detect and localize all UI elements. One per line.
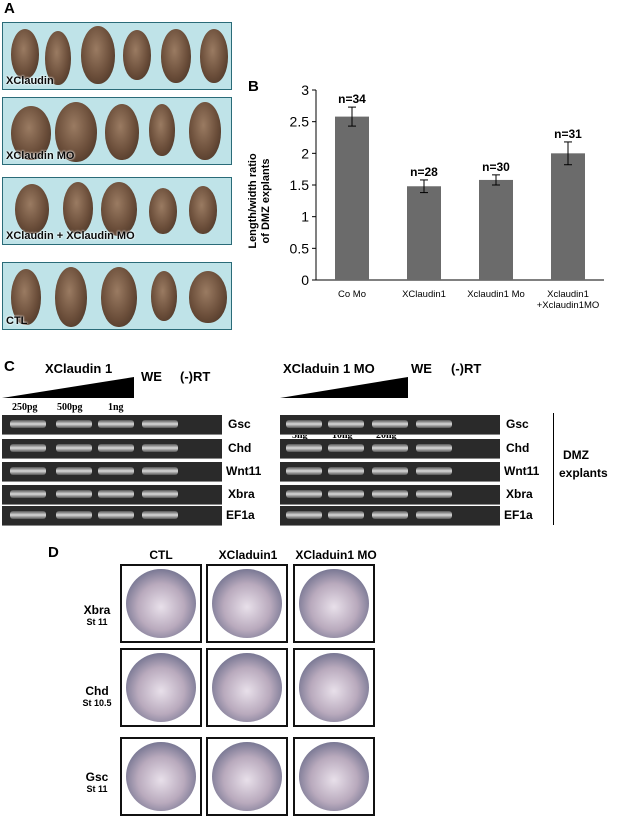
gene-label-left-xbra: Xbra	[228, 487, 255, 501]
bar-0	[335, 116, 369, 280]
row-label-gsc: Gsc St 11	[76, 770, 118, 794]
y-axis-label-line2: of DMZ explants	[260, 159, 272, 244]
left-gel-title: XClaudin 1	[45, 361, 113, 376]
row-label-xclaudin-mo: XClaudin MO	[6, 150, 75, 162]
n-label-3: n=31	[554, 127, 582, 141]
gene-label-left-chd: Chd	[228, 441, 252, 455]
column-header-ctl: CTL	[149, 548, 173, 562]
left-dose-2: 500pg	[57, 402, 83, 413]
gene-label-left-gsc: Gsc	[228, 417, 251, 431]
row-label-chd: Chd St 10.5	[74, 684, 120, 708]
category-label-2: Xclaudin1 Mo	[467, 289, 525, 300]
gel-left-wnt11	[2, 462, 222, 482]
embryo-image-chd-ctl	[120, 648, 202, 727]
n-label-1: n=28	[410, 165, 438, 179]
gel-right-xbra	[280, 485, 500, 505]
embryo-image-xbra-xcladuin1	[206, 564, 288, 643]
category-label-0: Co Mo	[338, 289, 366, 300]
panel-c-label: C	[4, 358, 15, 375]
row-label-xbra: Xbra St 11	[76, 603, 118, 627]
y-tick-label-5: 2.5	[290, 114, 310, 130]
bar-3	[551, 153, 585, 280]
row-gene-xbra: Xbra	[83, 603, 111, 617]
panel-b-label: B	[248, 78, 259, 95]
row-label-ctl: CTL	[6, 315, 28, 327]
y-tick-label-2: 1	[301, 209, 309, 225]
row-label-xclaudin-plus-mo: XClaudin + XClaudin MO	[6, 230, 135, 242]
panel-a-label: A	[4, 0, 15, 17]
y-tick-label-3: 1.5	[290, 177, 310, 193]
embryo-image-chd-xcladuin1-mo	[293, 648, 375, 727]
explant-image-xclaudin-plus-mo: XClaudin + XClaudin MO	[2, 177, 232, 245]
gene-label-left-wnt11: Wnt11	[226, 464, 262, 478]
panel-d-label: D	[48, 544, 59, 561]
embryo-image-gsc-xcladuin1	[206, 737, 288, 816]
row-stage-xbra: St 11	[86, 617, 108, 627]
y-axis-label-line1: Length/width ratio	[247, 153, 259, 249]
gel-left-xbra	[2, 485, 222, 505]
row-gene-chd: Chd	[85, 684, 109, 698]
left-dose-1: 250pg	[12, 402, 38, 413]
row-stage-gsc: St 11	[86, 784, 108, 794]
right-dose-1: 5ng	[292, 430, 308, 441]
y-tick-label-1: 0.5	[290, 240, 310, 256]
bar-chart: Length/width ratio of DMZ explants 0 0.5 1…	[247, 82, 604, 311]
bracket-line	[553, 413, 554, 525]
explant-image-xclaudin-mo: XClaudin MO	[2, 97, 232, 165]
gene-label-right-wnt11: Wnt11	[504, 464, 540, 478]
right-gel-we: WE	[411, 361, 432, 376]
row-stage-chd: St 10.5	[82, 698, 112, 708]
bar-2	[479, 179, 513, 280]
right-gel-title: XCladuin 1 MO	[283, 361, 375, 376]
gel-left-gsc	[2, 415, 222, 435]
gel-right-chd	[280, 439, 500, 459]
dose-wedge-left	[2, 377, 134, 398]
gene-label-right-gsc: Gsc	[506, 417, 529, 431]
side-label-explants: explants	[559, 466, 608, 480]
gene-label-left-ef1a: EF1a	[226, 508, 255, 522]
y-tick-label-0: 0	[301, 272, 309, 288]
embryo-image-xbra-xcladuin1-mo	[293, 564, 375, 643]
bar-1	[407, 186, 441, 280]
left-gel-rt: (-)RT	[180, 369, 211, 384]
gel-right-wnt11	[280, 462, 500, 482]
embryo-image-chd-xcladuin1	[206, 648, 288, 727]
right-dose-2: 10ng	[332, 430, 353, 441]
gel-right-gsc	[280, 415, 500, 435]
dose-wedge-right	[280, 377, 408, 398]
right-dose-3: 20ng	[376, 430, 397, 441]
right-gel-rt: (-)RT	[451, 361, 482, 376]
column-header-xcladuin1-mo: XCladuin1 MO	[295, 548, 377, 562]
embryo-image-gsc-ctl	[120, 737, 202, 816]
gene-label-right-chd: Chd	[506, 441, 530, 455]
explant-image-ctl: CTL	[2, 262, 232, 330]
gene-label-right-xbra: Xbra	[506, 487, 533, 501]
gel-right-ef1a	[280, 506, 500, 526]
embryo-image-xbra-ctl	[120, 564, 202, 643]
left-gel-we: WE	[141, 369, 162, 384]
category-label-1: XClaudin1	[402, 289, 446, 300]
row-gene-gsc: Gsc	[85, 770, 109, 784]
left-dose-3: 1ng	[108, 402, 124, 413]
gel-left-chd	[2, 439, 222, 459]
n-label-2: n=30	[482, 160, 510, 174]
gene-label-right-ef1a: EF1a	[504, 508, 533, 522]
y-tick-label-4: 2	[301, 145, 309, 161]
category-label-3-line1: +Xclaudin1MO	[537, 300, 600, 311]
category-label-3-line0: Xclaudin1	[547, 289, 589, 300]
column-header-xcladuin1: XCladuin1	[218, 548, 278, 562]
side-label-dmz: DMZ	[563, 448, 589, 462]
row-label-xclaudin: XClaudin	[6, 75, 54, 87]
explant-image-xclaudin: XClaudin	[2, 22, 232, 90]
n-label-0: n=34	[338, 92, 366, 106]
gel-left-ef1a	[2, 506, 222, 526]
y-tick-label-6: 3	[301, 82, 309, 98]
embryo-image-gsc-xcladuin1-mo	[293, 737, 375, 816]
